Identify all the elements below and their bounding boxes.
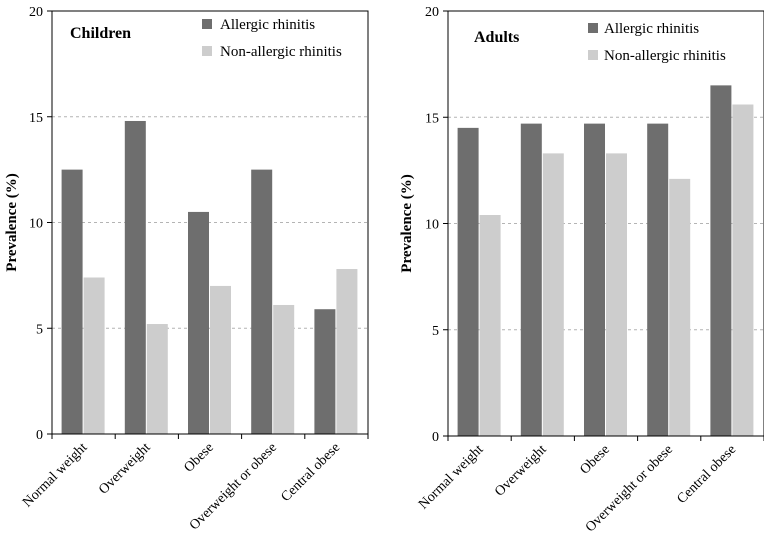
x-category-label: Overweight: [492, 442, 549, 499]
bar-non-allergic-rhinitis: [146, 324, 168, 434]
bar-non-allergic-rhinitis: [83, 277, 105, 434]
bar-allergic-rhinitis: [584, 123, 605, 436]
legend-label: Allergic rhinitis: [604, 21, 699, 37]
x-category-label: Central obese: [278, 440, 343, 505]
bar-non-allergic-rhinitis: [669, 178, 691, 436]
y-tick-label: 0: [36, 428, 43, 443]
y-axis-label: Prevalence (%): [399, 174, 415, 272]
x-category-label: Central obese: [674, 442, 739, 507]
bar-allergic-rhinitis: [647, 123, 669, 436]
y-tick-label: 20: [425, 5, 439, 20]
legend-label: Non-allergic rhinitis: [220, 44, 342, 60]
y-tick-label: 5: [36, 322, 43, 337]
y-tick-label: 15: [425, 111, 439, 126]
legend-swatch: [202, 19, 212, 29]
bar-allergic-rhinitis: [314, 309, 336, 434]
x-category-label: Normal weight: [416, 442, 486, 512]
legend-label: Non-allergic rhinitis: [604, 48, 726, 64]
bar-non-allergic-rhinitis: [542, 153, 564, 436]
bar-allergic-rhinitis: [251, 169, 273, 434]
x-category-label: Normal weight: [20, 440, 90, 510]
bar-non-allergic-rhinitis: [336, 269, 358, 434]
bar-allergic-rhinitis: [61, 169, 83, 434]
y-tick-label: 5: [432, 324, 439, 339]
bar-allergic-rhinitis: [188, 211, 209, 434]
bar-non-allergic-rhinitis: [732, 104, 754, 436]
bar-non-allergic-rhinitis: [273, 304, 295, 434]
panel-title: Children: [70, 25, 131, 42]
y-axis-label: Prevalence (%): [4, 173, 20, 271]
bar-non-allergic-rhinitis: [479, 215, 501, 436]
legend-label: Allergic rhinitis: [220, 17, 315, 33]
bar-allergic-rhinitis: [520, 123, 542, 436]
x-category-label: Overweight: [96, 440, 153, 497]
legend-swatch: [588, 23, 598, 33]
y-tick-label: 15: [29, 111, 43, 126]
legend-swatch: [588, 50, 598, 60]
bar-non-allergic-rhinitis: [210, 285, 231, 434]
y-tick-label: 0: [432, 430, 439, 445]
bar-allergic-rhinitis: [124, 120, 146, 434]
y-tick-label: 10: [425, 218, 439, 233]
x-category-label: Obese: [181, 440, 216, 475]
bar-non-allergic-rhinitis: [606, 153, 627, 436]
legend-swatch: [202, 46, 212, 56]
x-category-label: Obese: [577, 442, 612, 477]
panel-title: Adults: [474, 29, 519, 46]
y-tick-label: 10: [29, 217, 43, 232]
bar-allergic-rhinitis: [457, 127, 479, 436]
y-tick-label: 20: [29, 5, 43, 20]
bar-allergic-rhinitis: [710, 85, 732, 436]
